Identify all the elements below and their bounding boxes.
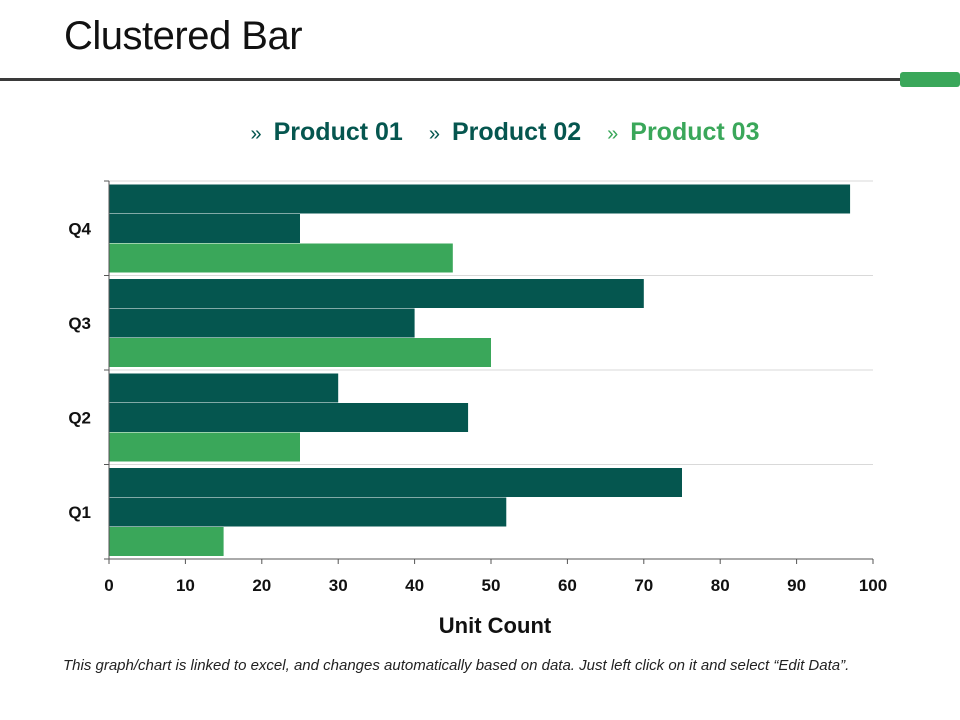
x-tick-label: 20 — [252, 576, 271, 595]
legend-marker-icon: » — [607, 123, 619, 145]
bar-q3-series-2 — [109, 308, 415, 338]
x-tick-label: 70 — [634, 576, 653, 595]
chart-footnote: This graph/chart is linked to excel, and… — [63, 657, 850, 674]
x-tick-label: 10 — [176, 576, 195, 595]
bar-q1-series-1 — [109, 468, 682, 497]
bar-q1-series-3 — [109, 527, 224, 556]
legend-label: Product 02 — [451, 118, 582, 146]
slide-title: Clustered Bar — [64, 14, 303, 58]
x-tick-label: 60 — [558, 576, 577, 595]
x-tick-label: 80 — [711, 576, 730, 595]
x-tick-label: 90 — [787, 576, 806, 595]
legend-item-product-01[interactable]: » Product 01 — [251, 118, 403, 147]
x-tick-label: 0 — [104, 576, 113, 595]
accent-bar — [900, 72, 960, 87]
y-tick-label: Q4 — [68, 219, 91, 238]
legend-label: Product 01 — [273, 118, 403, 146]
bar-q2-series-1 — [109, 373, 339, 403]
title-divider — [0, 78, 903, 81]
y-tick-label: Q3 — [68, 314, 91, 333]
bar-q2-series-3 — [109, 432, 300, 462]
x-tick-label: 40 — [405, 576, 424, 595]
bar-q4-series-2 — [109, 214, 300, 243]
bar-q3-series-3 — [109, 338, 491, 367]
bar-q2-series-2 — [109, 403, 469, 432]
legend-label: Product 03 — [630, 118, 760, 146]
bar-q3-series-1 — [109, 279, 644, 308]
bar-q4-series-3 — [109, 243, 453, 273]
x-tick-label: 100 — [859, 576, 887, 595]
x-axis-title: Unit Count — [439, 613, 552, 638]
y-tick-label: Q1 — [68, 503, 91, 522]
legend-item-product-03[interactable]: » Product 03 — [607, 118, 759, 147]
legend-marker-icon: » — [250, 123, 262, 145]
legend-marker-icon: » — [428, 123, 440, 145]
legend-item-product-02[interactable]: » Product 02 — [429, 118, 581, 147]
bar-q1-series-2 — [109, 497, 507, 527]
x-tick-label: 30 — [329, 576, 348, 595]
chart-legend: » Product 01 » Product 02 » Product 03 — [0, 118, 960, 147]
y-tick-label: Q2 — [68, 408, 91, 427]
bar-q4-series-1 — [109, 184, 851, 214]
x-tick-label: 50 — [482, 576, 501, 595]
